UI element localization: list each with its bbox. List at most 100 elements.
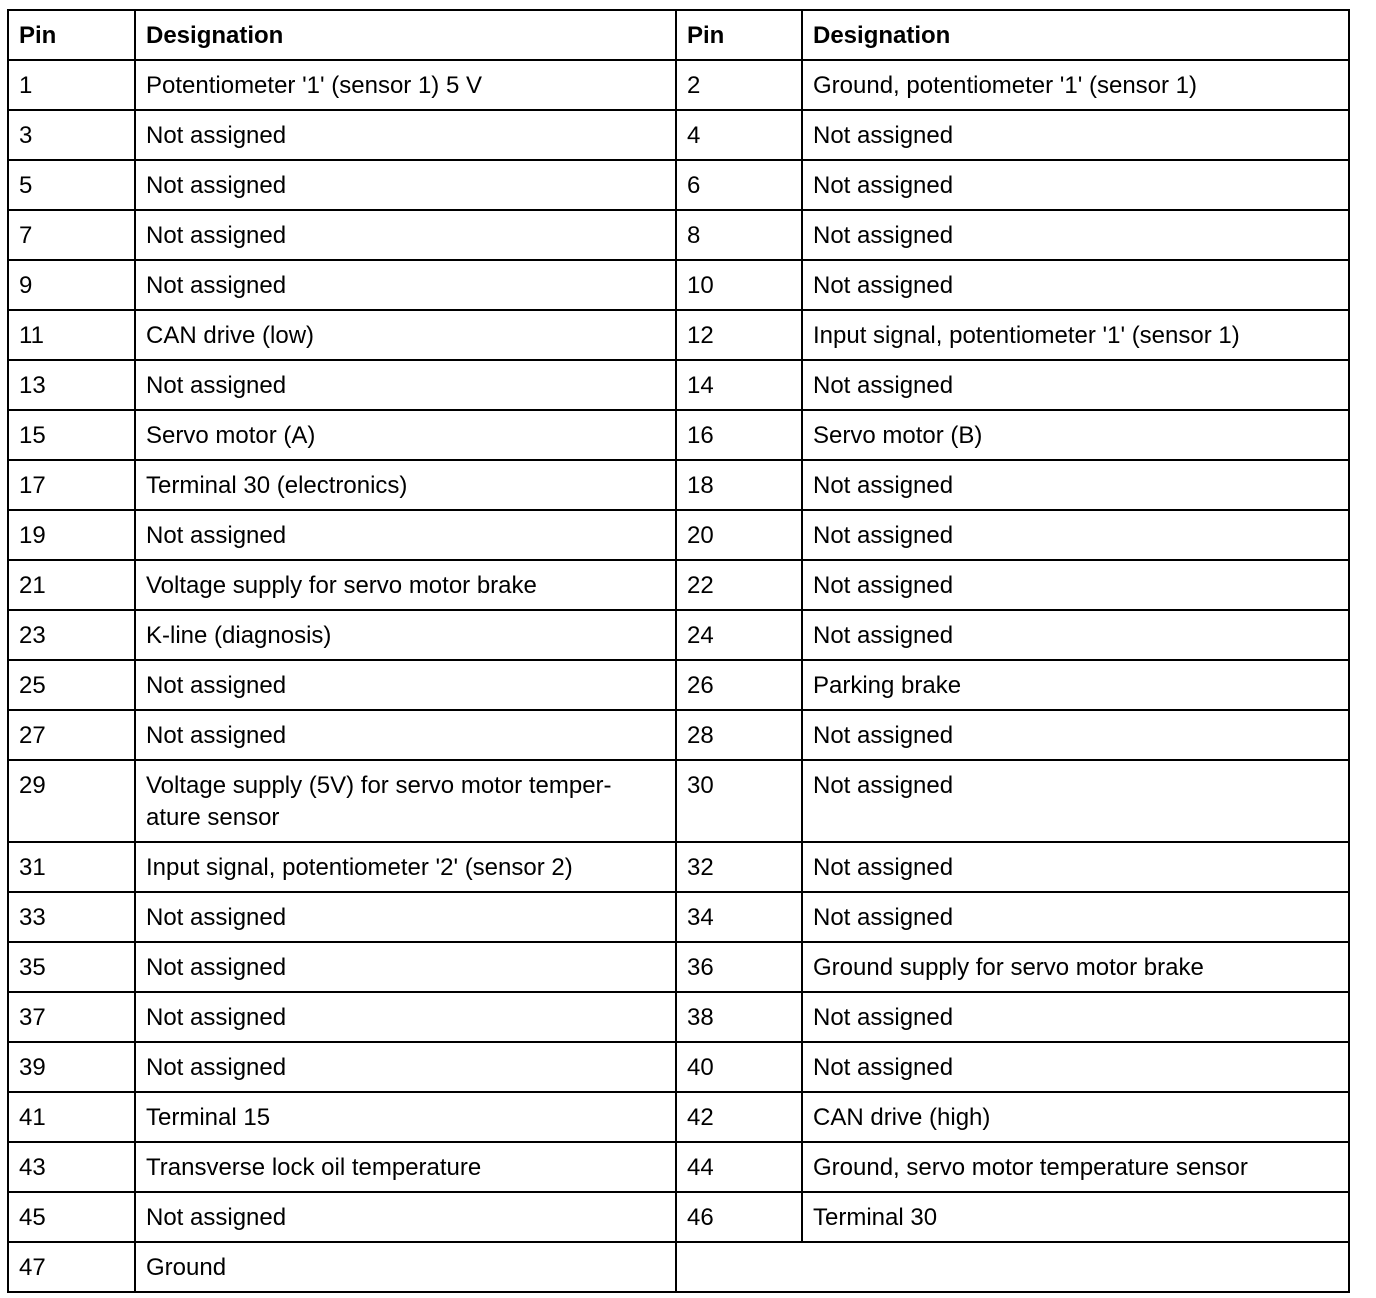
header-cell: Designation — [801, 9, 1350, 61]
pin-cell: 30 — [675, 759, 803, 843]
designation-cell: Not assigned — [134, 1041, 677, 1093]
pin-cell: 20 — [675, 509, 803, 561]
designation-cell: Not assigned — [134, 209, 677, 261]
pin-cell: 8 — [675, 209, 803, 261]
designation-cell: Not assigned — [801, 841, 1350, 893]
header-cell: Designation — [134, 9, 677, 61]
pin-cell: 14 — [675, 359, 803, 411]
pin-cell: 15 — [7, 409, 136, 461]
pin-cell: 29 — [7, 759, 136, 843]
pin-cell: 33 — [7, 891, 136, 943]
designation-cell: Input signal, potentiometer '1' (sensor … — [801, 309, 1350, 361]
designation-cell: Not assigned — [134, 659, 677, 711]
table-row: 27 Not assigned 28 Not assigned — [7, 709, 1350, 761]
table-row: 31 Input signal, potentiometer '2' (senso… — [7, 841, 1350, 893]
pin-cell: 26 — [675, 659, 803, 711]
pin-cell: 11 — [7, 309, 136, 361]
designation-cell: Not assigned — [801, 991, 1350, 1043]
table-row: 25 Not assigned 26 Parking brake — [7, 659, 1350, 711]
table-row: 13 Not assigned 14 Not assigned — [7, 359, 1350, 411]
designation-cell: Not assigned — [801, 891, 1350, 943]
designation-cell: K-line (diagnosis) — [134, 609, 677, 661]
pin-cell: 34 — [675, 891, 803, 943]
header-row: Pin Designation Pin Designation — [7, 9, 1350, 61]
designation-cell: Ground, servo motor temperature sensor — [801, 1141, 1350, 1193]
pin-cell: 7 — [7, 209, 136, 261]
designation-cell: Not assigned — [801, 1041, 1350, 1093]
table-row: 1 Potentiometer '1' (sensor 1) 5 V 2 Ground… — [7, 59, 1350, 111]
pin-cell: 25 — [7, 659, 136, 711]
pin-cell: 9 — [7, 259, 136, 311]
pin-cell: 13 — [7, 359, 136, 411]
pin-cell: 28 — [675, 709, 803, 761]
designation-cell: Not assigned — [801, 759, 1350, 843]
pin-cell: 44 — [675, 1141, 803, 1193]
pin-cell: 23 — [7, 609, 136, 661]
pin-cell: 18 — [675, 459, 803, 511]
designation-cell: Not assigned — [801, 509, 1350, 561]
designation-cell: Not assigned — [134, 109, 677, 161]
table-row: 47 Ground — [7, 1241, 1350, 1293]
pin-cell: 41 — [7, 1091, 136, 1143]
pin-cell: 40 — [675, 1041, 803, 1093]
table-row: 5 Not assigned 6 Not assigned — [7, 159, 1350, 211]
designation-cell: CAN drive (low) — [134, 309, 677, 361]
table-row: 3 Not assigned 4 Not assigned — [7, 109, 1350, 161]
pin-cell: 2 — [675, 59, 803, 111]
pin-cell: 39 — [7, 1041, 136, 1093]
designation-cell: Voltage supply (5V) for servo motor temp… — [134, 759, 677, 843]
table-row: 35 Not assigned 36 Ground supply for servo … — [7, 941, 1350, 993]
table-row: 11 CAN drive (low) 12 Input signal, potenti… — [7, 309, 1350, 361]
designation-cell: Parking brake — [801, 659, 1350, 711]
designation-cell: Not assigned — [134, 941, 677, 993]
designation-cell: Not assigned — [801, 109, 1350, 161]
pin-cell: 46 — [675, 1191, 803, 1243]
designation-cell: Not assigned — [134, 991, 677, 1043]
designation-cell: Voltage supply for servo motor brake — [134, 559, 677, 611]
pin-cell: 10 — [675, 259, 803, 311]
designation-cell: Servo motor (B) — [801, 409, 1350, 461]
designation-cell: Not assigned — [134, 359, 677, 411]
pin-cell: 1 — [7, 59, 136, 111]
pin-cell: 35 — [7, 941, 136, 993]
pin-cell: 42 — [675, 1091, 803, 1143]
table-row: 15 Servo motor (A) 16 Servo motor (B) — [7, 409, 1350, 461]
table-row: 45 Not assigned 46 Terminal 30 — [7, 1191, 1350, 1243]
pin-cell: 47 — [7, 1241, 136, 1293]
designation-cell: Not assigned — [134, 709, 677, 761]
pin-cell: 36 — [675, 941, 803, 993]
table-row: 43 Transverse lock oil temperature 44 Groun… — [7, 1141, 1350, 1193]
designation-cell: Not assigned — [134, 891, 677, 943]
designation-cell: Not assigned — [801, 209, 1350, 261]
designation-cell: Not assigned — [801, 559, 1350, 611]
header-cell: Pin — [7, 9, 136, 61]
pin-cell: 3 — [7, 109, 136, 161]
table-row: 41 Terminal 15 42 CAN drive (high) — [7, 1091, 1350, 1143]
table-row: 7 Not assigned 8 Not assigned — [7, 209, 1350, 261]
pin-cell: 37 — [7, 991, 136, 1043]
designation-cell: Not assigned — [801, 709, 1350, 761]
table-row: 29 Voltage supply (5V) for servo motor te… — [7, 759, 1350, 843]
designation-cell: Not assigned — [134, 159, 677, 211]
table-row: 9 Not assigned 10 Not assigned — [7, 259, 1350, 311]
designation-cell: Ground supply for servo motor brake — [801, 941, 1350, 993]
pin-cell: 45 — [7, 1191, 136, 1243]
designation-cell: Not assigned — [134, 259, 677, 311]
designation-cell: Terminal 15 — [134, 1091, 677, 1143]
pin-cell: 22 — [675, 559, 803, 611]
designation-cell: Not assigned — [801, 609, 1350, 661]
designation-cell: Potentiometer '1' (sensor 1) 5 V — [134, 59, 677, 111]
designation-cell: Not assigned — [801, 459, 1350, 511]
pin-cell: 17 — [7, 459, 136, 511]
pin-cell: 38 — [675, 991, 803, 1043]
header-cell: Pin — [675, 9, 803, 61]
pin-cell: 27 — [7, 709, 136, 761]
designation-cell: Transverse lock oil temperature — [134, 1141, 677, 1193]
table-row: 39 Not assigned 40 Not assigned — [7, 1041, 1350, 1093]
table-row: 17 Terminal 30 (electronics) 18 Not assigne… — [7, 459, 1350, 511]
designation-cell: Ground — [134, 1241, 677, 1293]
designation-cell: Not assigned — [134, 509, 677, 561]
empty-cell — [675, 1241, 1350, 1293]
pin-cell: 24 — [675, 609, 803, 661]
